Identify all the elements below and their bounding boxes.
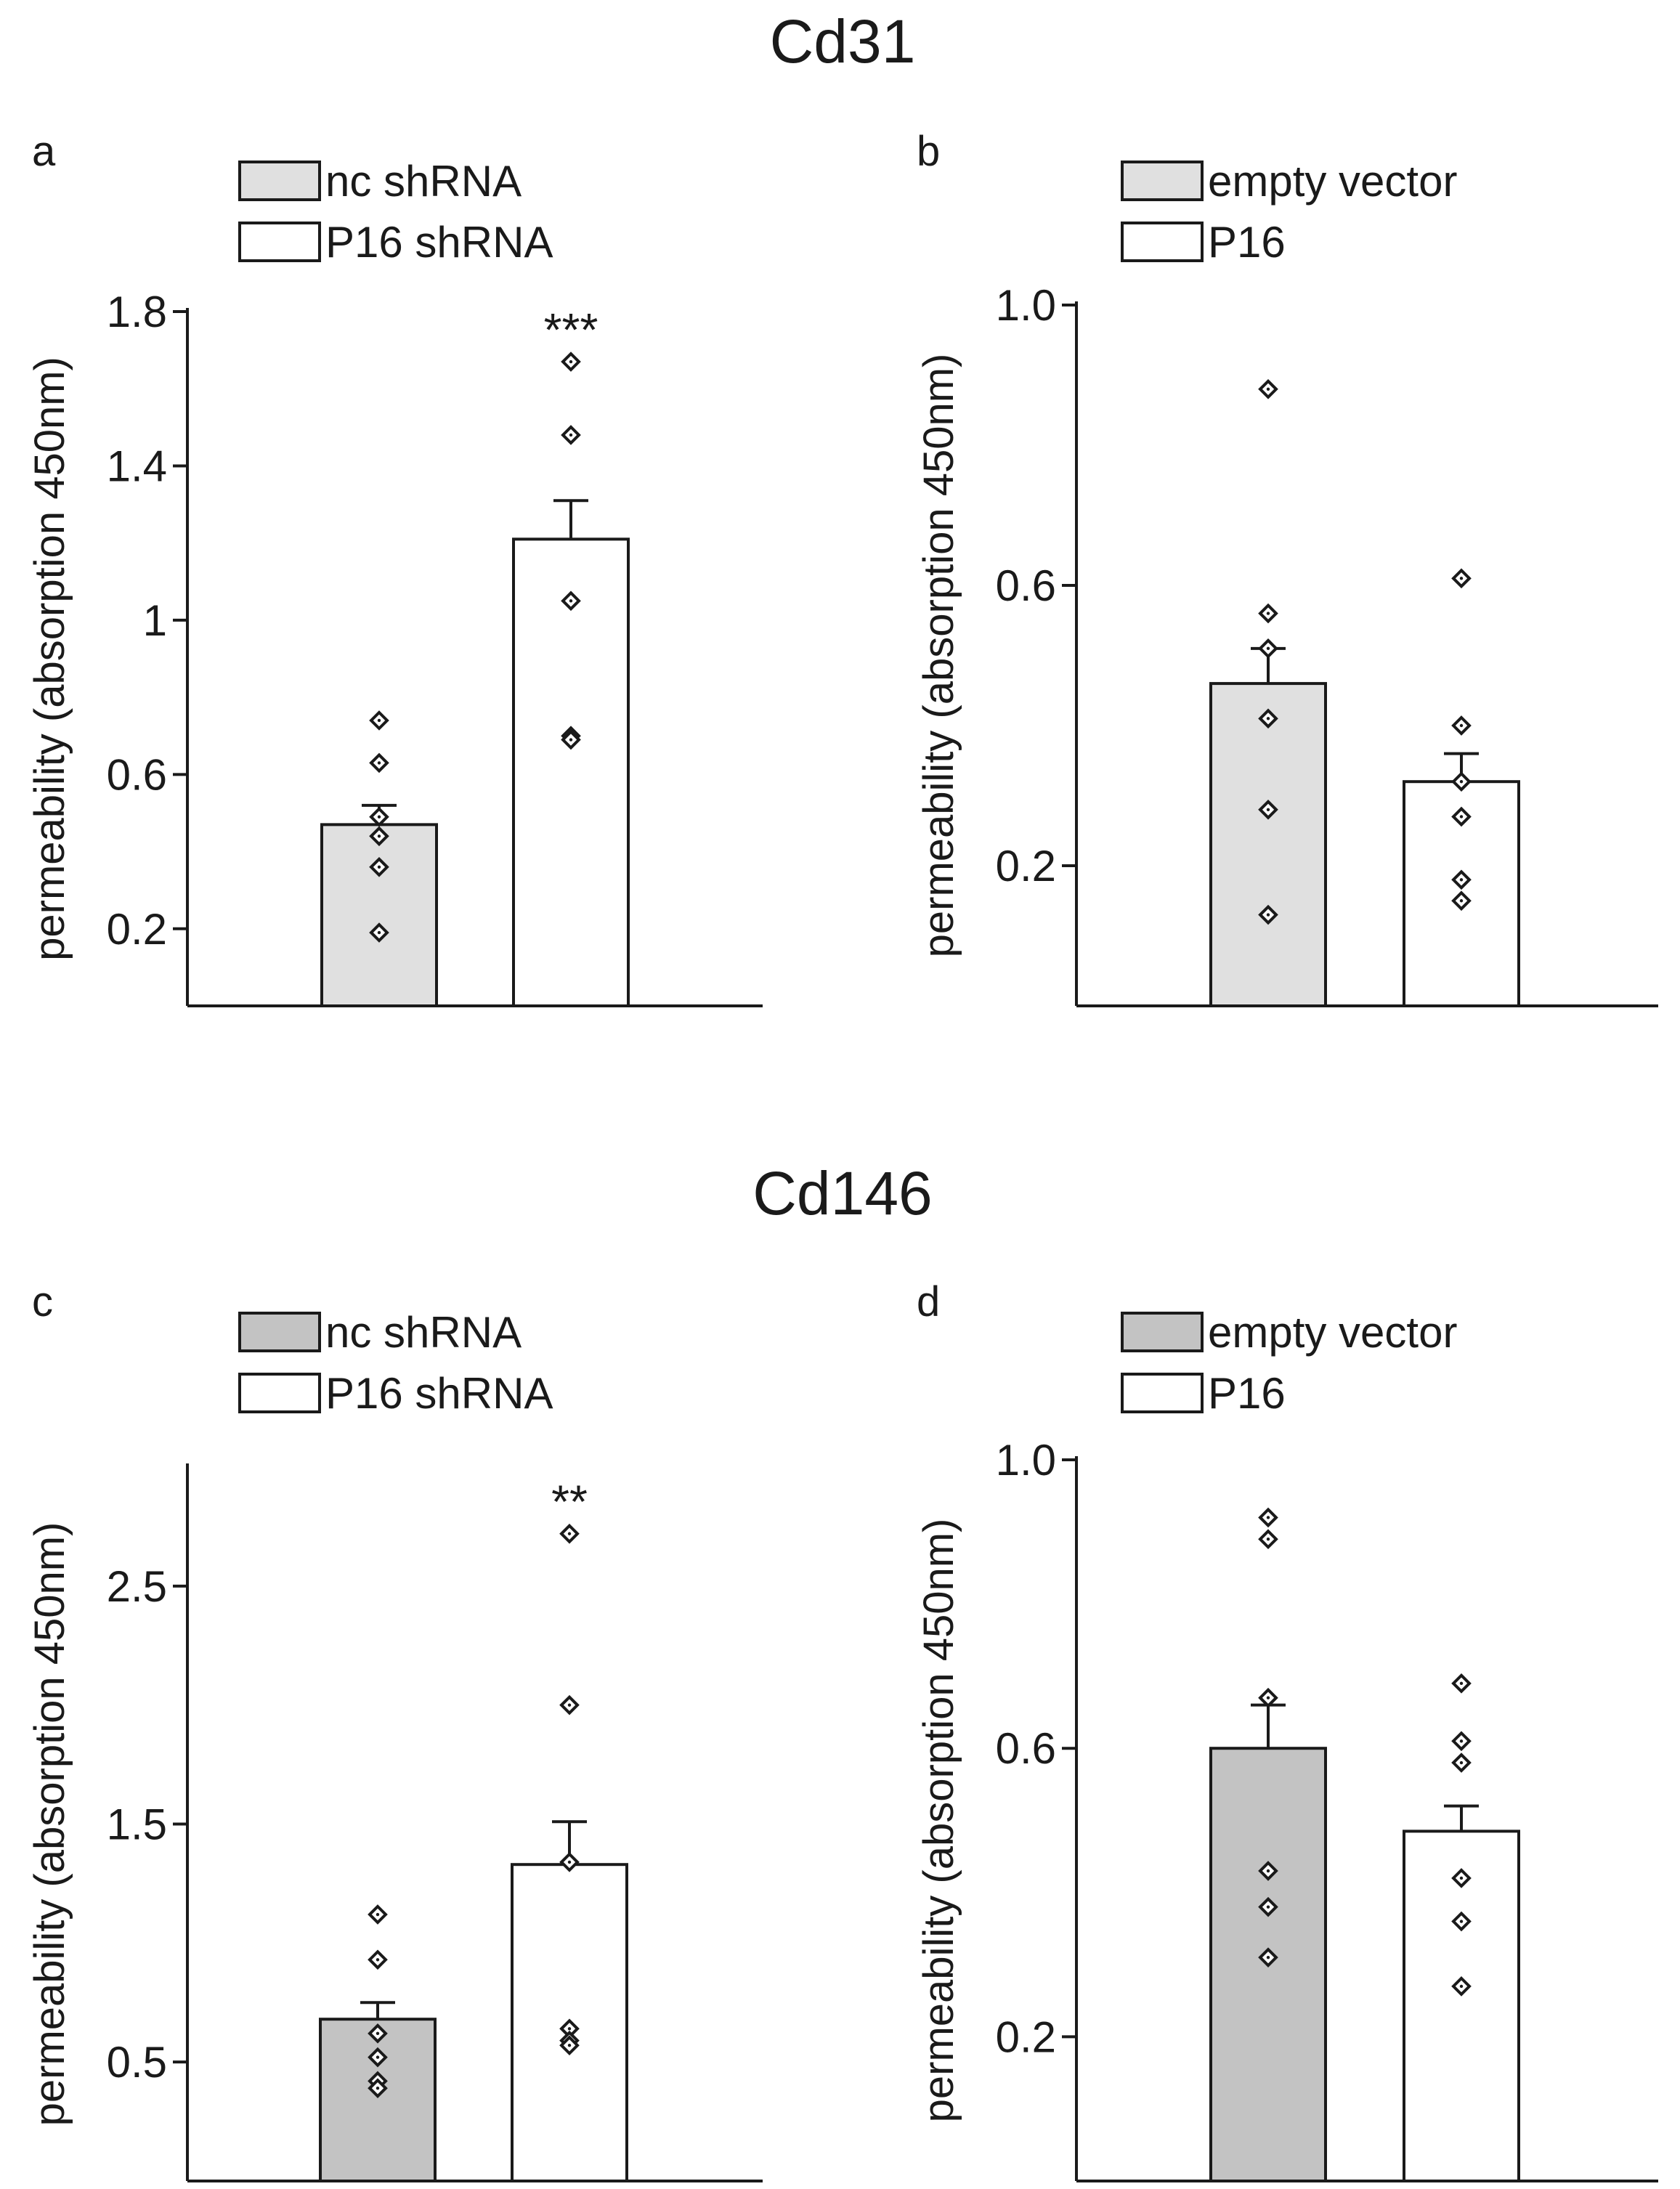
data-point-center (1266, 717, 1270, 720)
y-axis-label: permeability (absorption 450nm) (915, 354, 962, 958)
y-tick-label: 0.2 (996, 2013, 1056, 2061)
y-tick-label: 0.6 (107, 750, 167, 799)
legend-swatch (238, 222, 321, 262)
y-tick-label: 0.5 (107, 2038, 167, 2087)
data-point-center (376, 1958, 380, 1962)
data-point-center (1266, 1696, 1270, 1699)
y-axis-label: permeability (absorption 450nm) (26, 357, 73, 961)
data-point-center (377, 761, 381, 765)
data-point-center (1459, 1681, 1464, 1686)
data-point-center (1459, 723, 1464, 728)
y-tick-label: 0.2 (996, 842, 1056, 890)
panel-label: a (32, 128, 56, 175)
data-point-center (567, 2044, 572, 2047)
panel-label: c (32, 1278, 53, 1325)
legend-swatch (238, 161, 321, 201)
y-axis-label: permeability (absorption 450nm) (915, 1519, 962, 2123)
y-tick-label: 1.8 (107, 288, 167, 336)
data-point-center (1266, 612, 1270, 615)
section-title-cd146: Cd146 (752, 1159, 933, 1227)
bar (320, 823, 438, 1008)
data-point-center (1266, 913, 1270, 917)
data-point-center (1266, 646, 1270, 651)
data-point-center (1459, 1876, 1464, 1880)
y-tick-label: 2.5 (107, 1562, 167, 1611)
legend-swatch (1121, 1312, 1204, 1352)
y-tick-label: 1.0 (996, 1436, 1056, 1485)
data-point-center (376, 2031, 380, 2036)
legend-swatch (238, 1312, 321, 1352)
data-point-center (1266, 808, 1270, 812)
significance-stars: *** (544, 304, 598, 356)
data-point-center (569, 360, 573, 364)
legend-label: empty vector (1208, 157, 1457, 206)
data-point-center (377, 865, 381, 869)
data-point-center (377, 930, 381, 935)
data-point-center (567, 1532, 572, 1535)
legend-label: empty vector (1208, 1308, 1457, 1357)
bar (1209, 682, 1327, 1007)
chart-panel-a: a nc shRNA P16 shRNA 0.2 0.6 1 1.4 1.8 permeabil… (26, 128, 763, 1008)
bar (319, 2018, 437, 2183)
data-point-center (567, 1703, 572, 1707)
panel-label: b (917, 128, 940, 175)
y-tick-label: 1 (143, 596, 167, 645)
y-tick-label: 1.4 (107, 442, 167, 490)
data-point-center (377, 834, 381, 838)
data-point-center (1459, 577, 1464, 580)
data-point-center (1459, 1739, 1464, 1743)
data-point-center (1266, 387, 1270, 391)
y-tick-label: 0.2 (107, 905, 167, 954)
chart-panel-d: d empty vector P16 0.2 0.6 1.0 permeability (a… (915, 1278, 1658, 2183)
panel-label: d (917, 1278, 940, 1325)
data-point-center (569, 738, 573, 742)
chart-panel-c: c nc shRNA P16 shRNA 0.5 1.5 2.5 permeability … (26, 1278, 763, 2183)
legend-swatch (238, 1373, 321, 1413)
data-point-center (1459, 780, 1464, 784)
legend-label: P16 (1208, 1369, 1286, 1418)
data-point-center (1459, 815, 1464, 819)
y-tick-label: 1.5 (107, 1800, 167, 1849)
data-point-center (567, 1860, 572, 1864)
data-point-center (1459, 899, 1464, 903)
legend-swatch (1121, 161, 1204, 201)
legend-label: P16 (1208, 218, 1286, 267)
data-point-center (1459, 1760, 1464, 1765)
data-point-center (569, 433, 573, 437)
data-point-center (1266, 1538, 1270, 1541)
data-point-center (1459, 878, 1464, 882)
data-point-center (1266, 1869, 1270, 1873)
significance-stars: ** (551, 1476, 588, 1528)
data-point-center (377, 815, 381, 819)
data-point-center (1266, 1905, 1270, 1909)
data-point-center (1459, 1984, 1464, 1989)
data-point-center (1459, 1920, 1464, 1923)
data-point-center (567, 2027, 572, 2031)
y-tick-label: 1.0 (996, 281, 1056, 330)
section-title-cd31: Cd31 (770, 7, 916, 76)
data-point-center (376, 2055, 380, 2059)
chart-panels: a nc shRNA P16 shRNA 0.2 0.6 1 1.4 1.8 permeabil… (26, 128, 1658, 2183)
data-point-center (376, 1912, 380, 1917)
y-tick-label: 0.6 (996, 561, 1056, 610)
y-axis-label: permeability (absorption 450nm) (26, 1522, 73, 2127)
data-point-center (377, 718, 381, 723)
data-point-center (1266, 1516, 1270, 1519)
chart-panel-b: b empty vector P16 0.2 0.6 1.0 permeability (a… (915, 128, 1658, 1007)
legend-label: P16 shRNA (325, 218, 553, 267)
legend-swatch (1121, 1373, 1204, 1413)
legend-label: nc shRNA (325, 1308, 522, 1357)
data-point-center (569, 599, 573, 603)
data-point-center (376, 2087, 380, 2090)
data-point-center (1266, 1955, 1270, 1959)
legend-label: nc shRNA (325, 157, 522, 206)
y-tick-label: 0.6 (996, 1724, 1056, 1773)
legend-label: P16 shRNA (325, 1369, 553, 1418)
legend-swatch (1121, 222, 1204, 262)
